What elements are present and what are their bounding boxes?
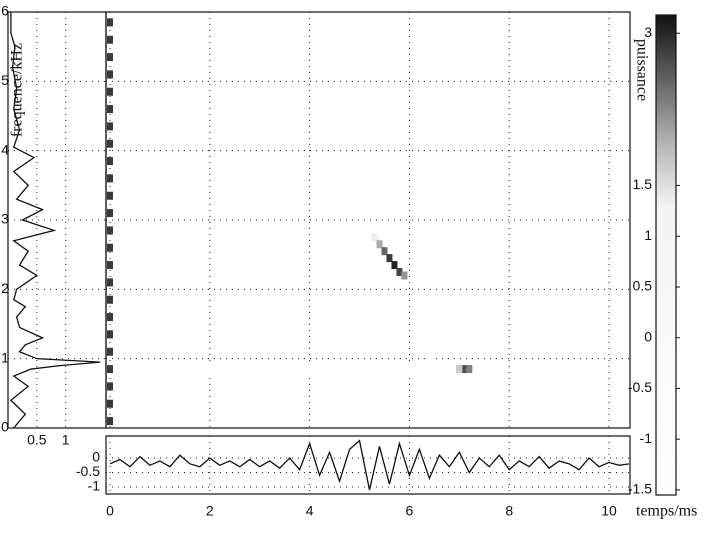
- spectrogram-cell: [106, 313, 113, 322]
- spectrogram-cell: [386, 254, 393, 263]
- colorbar-tick-label: 3: [644, 24, 652, 40]
- spectrogram-cell: [396, 268, 403, 276]
- spectrogram-cell: [106, 122, 113, 131]
- spectrogram-cell: [256, 365, 263, 374]
- y-tick-label: 0: [92, 449, 100, 465]
- spectrogram-cell: [181, 365, 188, 374]
- spectrogram-cell: [401, 271, 408, 280]
- y-tick-label: 4: [1, 141, 9, 157]
- spectrogram-cell: [106, 70, 113, 79]
- colorbar-tick-label: 1: [644, 227, 652, 243]
- x-tick-label: 10: [601, 503, 617, 519]
- spectrogram-cell: [106, 139, 113, 148]
- spectrogram-cell: [281, 365, 288, 374]
- spectrogram-cell: [121, 299, 128, 308]
- waveform-line: [109, 439, 630, 491]
- spectrogram-cell: [106, 226, 113, 235]
- spectrogram-cell: [406, 365, 413, 374]
- spectrogram-cell: [106, 18, 113, 27]
- spectrogram-cell: [106, 157, 113, 166]
- y-tick-label: -1: [88, 478, 101, 494]
- spectrogram-cell: [426, 354, 433, 363]
- y-tick-label: 3: [1, 211, 9, 227]
- spectrogram-cell: [106, 105, 113, 114]
- x-tick-label: 8: [505, 503, 513, 519]
- spectrogram-cell: [131, 365, 138, 374]
- spectrogram-cell: [106, 35, 113, 44]
- spectrogram-cell: [106, 417, 113, 426]
- panel-frame: [655, 14, 677, 496]
- colorbar-tick-label: 0.5: [633, 278, 653, 294]
- spectrogram-cell: [461, 365, 468, 374]
- spectrogram-cell: [106, 330, 113, 339]
- spectrogram-cell: [106, 53, 113, 62]
- x-tick-label: 0.5: [27, 432, 47, 448]
- spectrogram-cell: [231, 365, 238, 374]
- spectrogram-cell: [306, 365, 313, 374]
- y-tick-label: 1: [1, 349, 9, 365]
- spectrogram-cell: [106, 191, 113, 200]
- spectrum-line: [9, 12, 101, 429]
- spectrogram-cell: [331, 365, 338, 374]
- colorbar-tick-label: 0: [644, 328, 652, 344]
- panel-frame: [105, 11, 631, 429]
- spectrogram-cell: [106, 399, 113, 408]
- x-axis-label: temps/ms: [636, 503, 697, 520]
- y-tick-label: 2: [1, 280, 9, 296]
- colorbar-tick-label: -1.5: [628, 481, 652, 497]
- spectrogram-cell: [106, 243, 113, 252]
- spectrogram-cell: [431, 365, 438, 374]
- colorbar-tick-label: -0.5: [628, 379, 652, 395]
- x-tick-label: 1: [62, 432, 70, 448]
- spectrogram-cell: [156, 365, 163, 374]
- y-tick-label: 6: [1, 3, 9, 19]
- spectrogram-cell: [206, 365, 213, 374]
- colorbar-tick-label: 1.5: [633, 176, 653, 192]
- spectrogram-cell: [466, 365, 473, 374]
- spectrogram-cell: [106, 365, 113, 374]
- colorbar-label: puissance: [633, 39, 650, 101]
- x-tick-label: 0: [106, 503, 114, 519]
- spectrogram-cell: [381, 365, 388, 374]
- spectrogram-cell: [356, 365, 363, 374]
- x-tick-label: 6: [406, 503, 414, 519]
- spectrogram-cell: [106, 295, 113, 304]
- spectrogram-cell: [106, 87, 113, 96]
- spectrogram-cell: [421, 340, 428, 349]
- colorbar-tick-label: -1: [640, 430, 653, 446]
- y-tick-label: -0.5: [76, 463, 100, 479]
- spectrogram-cell: [381, 247, 388, 256]
- x-tick-label: 4: [306, 503, 314, 519]
- spectrogram-cell: [106, 174, 113, 183]
- y-tick-label: 0: [1, 419, 9, 435]
- spectrogram-cell: [391, 261, 398, 270]
- spectrogram-cell: [106, 347, 113, 356]
- spectrogram-cell: [106, 382, 113, 391]
- colorbar-gradient: [656, 15, 676, 495]
- x-tick-label: 2: [206, 503, 214, 519]
- y-tick-label: 5: [1, 72, 9, 88]
- spectrogram-cell: [106, 278, 113, 287]
- panel-frame: [105, 435, 631, 495]
- spectrogram-cell: [376, 240, 383, 249]
- spectrogram-cell: [106, 261, 113, 270]
- spectrogram-cell: [456, 365, 463, 374]
- spectrogram-cell: [106, 209, 113, 218]
- spectrogram-cell: [371, 233, 378, 242]
